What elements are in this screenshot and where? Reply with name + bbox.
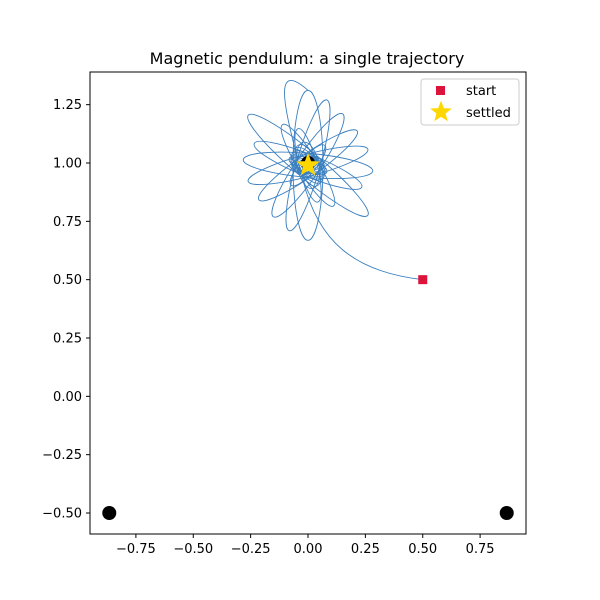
x-tick-label: 0.75	[466, 542, 495, 557]
y-tick-label: 0.50	[53, 273, 82, 288]
axes-frame	[89, 71, 527, 535]
legend: start settled	[420, 78, 520, 126]
settled-marker	[296, 152, 320, 176]
trajectory-approach	[284, 80, 423, 281]
plot-area	[89, 71, 527, 535]
x-tick-label: 0.00	[294, 542, 323, 557]
y-tick-label: −0.50	[42, 507, 82, 522]
legend-settled-marker	[430, 100, 452, 122]
legend-start-marker	[436, 86, 445, 95]
x-tick-label: 0.50	[408, 542, 437, 557]
y-tick-label: 0.75	[53, 215, 82, 230]
trajectory-swirl	[294, 144, 322, 187]
magnet-marker	[102, 506, 117, 520]
trajectory-loop	[242, 151, 374, 180]
x-tick-label: −0.75	[116, 542, 156, 557]
x-tick-label: 0.25	[351, 542, 380, 557]
x-tick-label: −0.25	[231, 542, 271, 557]
marker-layer	[102, 152, 514, 520]
y-tick-label: 0.00	[53, 390, 82, 405]
trajectory-layer	[242, 80, 423, 281]
y-axis: −0.50 −0.25 0.00 0.25 0.50 0.75 1.00 1.25	[42, 98, 90, 522]
y-tick-label: −0.25	[42, 448, 82, 463]
x-axis: −0.75 −0.50 −0.25 0.00 0.25 0.50 0.75	[116, 534, 495, 557]
legend-start-label: start	[466, 84, 496, 99]
trajectory-swirl	[296, 141, 320, 189]
y-tick-label: 1.00	[53, 157, 82, 172]
start-marker	[418, 275, 428, 285]
y-tick-label: 1.25	[53, 98, 82, 113]
trajectory-loop	[247, 145, 369, 186]
legend-settled-label: settled	[466, 106, 511, 121]
magnet-marker	[499, 506, 514, 520]
x-tick-label: −0.50	[173, 542, 213, 557]
y-tick-label: 0.25	[53, 332, 82, 347]
chart-title: Magnetic pendulum: a single trajectory	[150, 49, 465, 68]
